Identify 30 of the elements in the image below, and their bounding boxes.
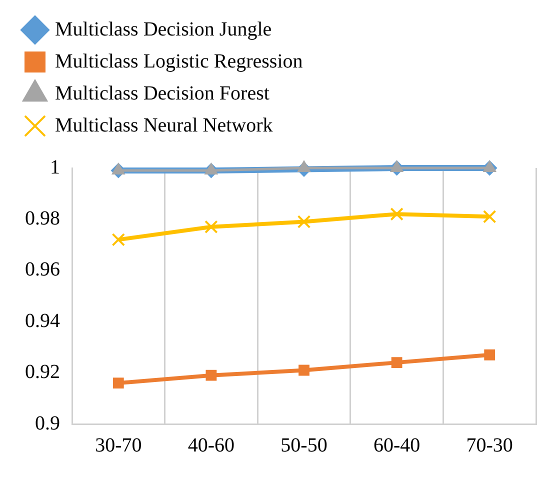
point xyxy=(391,357,402,368)
legend-label: Multiclass Decision Forest xyxy=(55,82,270,104)
point xyxy=(204,220,218,234)
point xyxy=(390,207,404,221)
point xyxy=(483,160,496,172)
x-tick-label: 70-30 xyxy=(466,434,513,456)
point xyxy=(390,160,404,172)
x-tick-label: 50-50 xyxy=(280,434,328,456)
point xyxy=(297,160,311,172)
point xyxy=(482,210,496,224)
point xyxy=(297,215,311,228)
y-tick-label: 0.92 xyxy=(25,361,60,384)
x-tick-label: 40-60 xyxy=(188,434,235,456)
point xyxy=(112,163,125,175)
legend-label: Multiclass Logistic Regression xyxy=(55,50,303,72)
x-tick-label: 60-40 xyxy=(373,434,420,456)
x-tick-label: 30-70 xyxy=(95,434,142,456)
legend-label: Multiclass Decision Jungle xyxy=(55,18,272,40)
legend-label: Multiclass Neural Network xyxy=(55,114,273,136)
point xyxy=(204,163,218,175)
point xyxy=(112,378,124,388)
y-tick-label: 0.9 xyxy=(35,412,60,434)
point xyxy=(206,370,217,381)
point xyxy=(112,233,126,246)
point xyxy=(484,349,496,360)
y-tick-label: 0.96 xyxy=(25,258,60,281)
y-tick-label: 0.98 xyxy=(25,207,60,230)
y-tick-label: 1 xyxy=(50,156,60,178)
y-tick-label: 0.94 xyxy=(25,310,60,332)
point xyxy=(298,364,310,376)
